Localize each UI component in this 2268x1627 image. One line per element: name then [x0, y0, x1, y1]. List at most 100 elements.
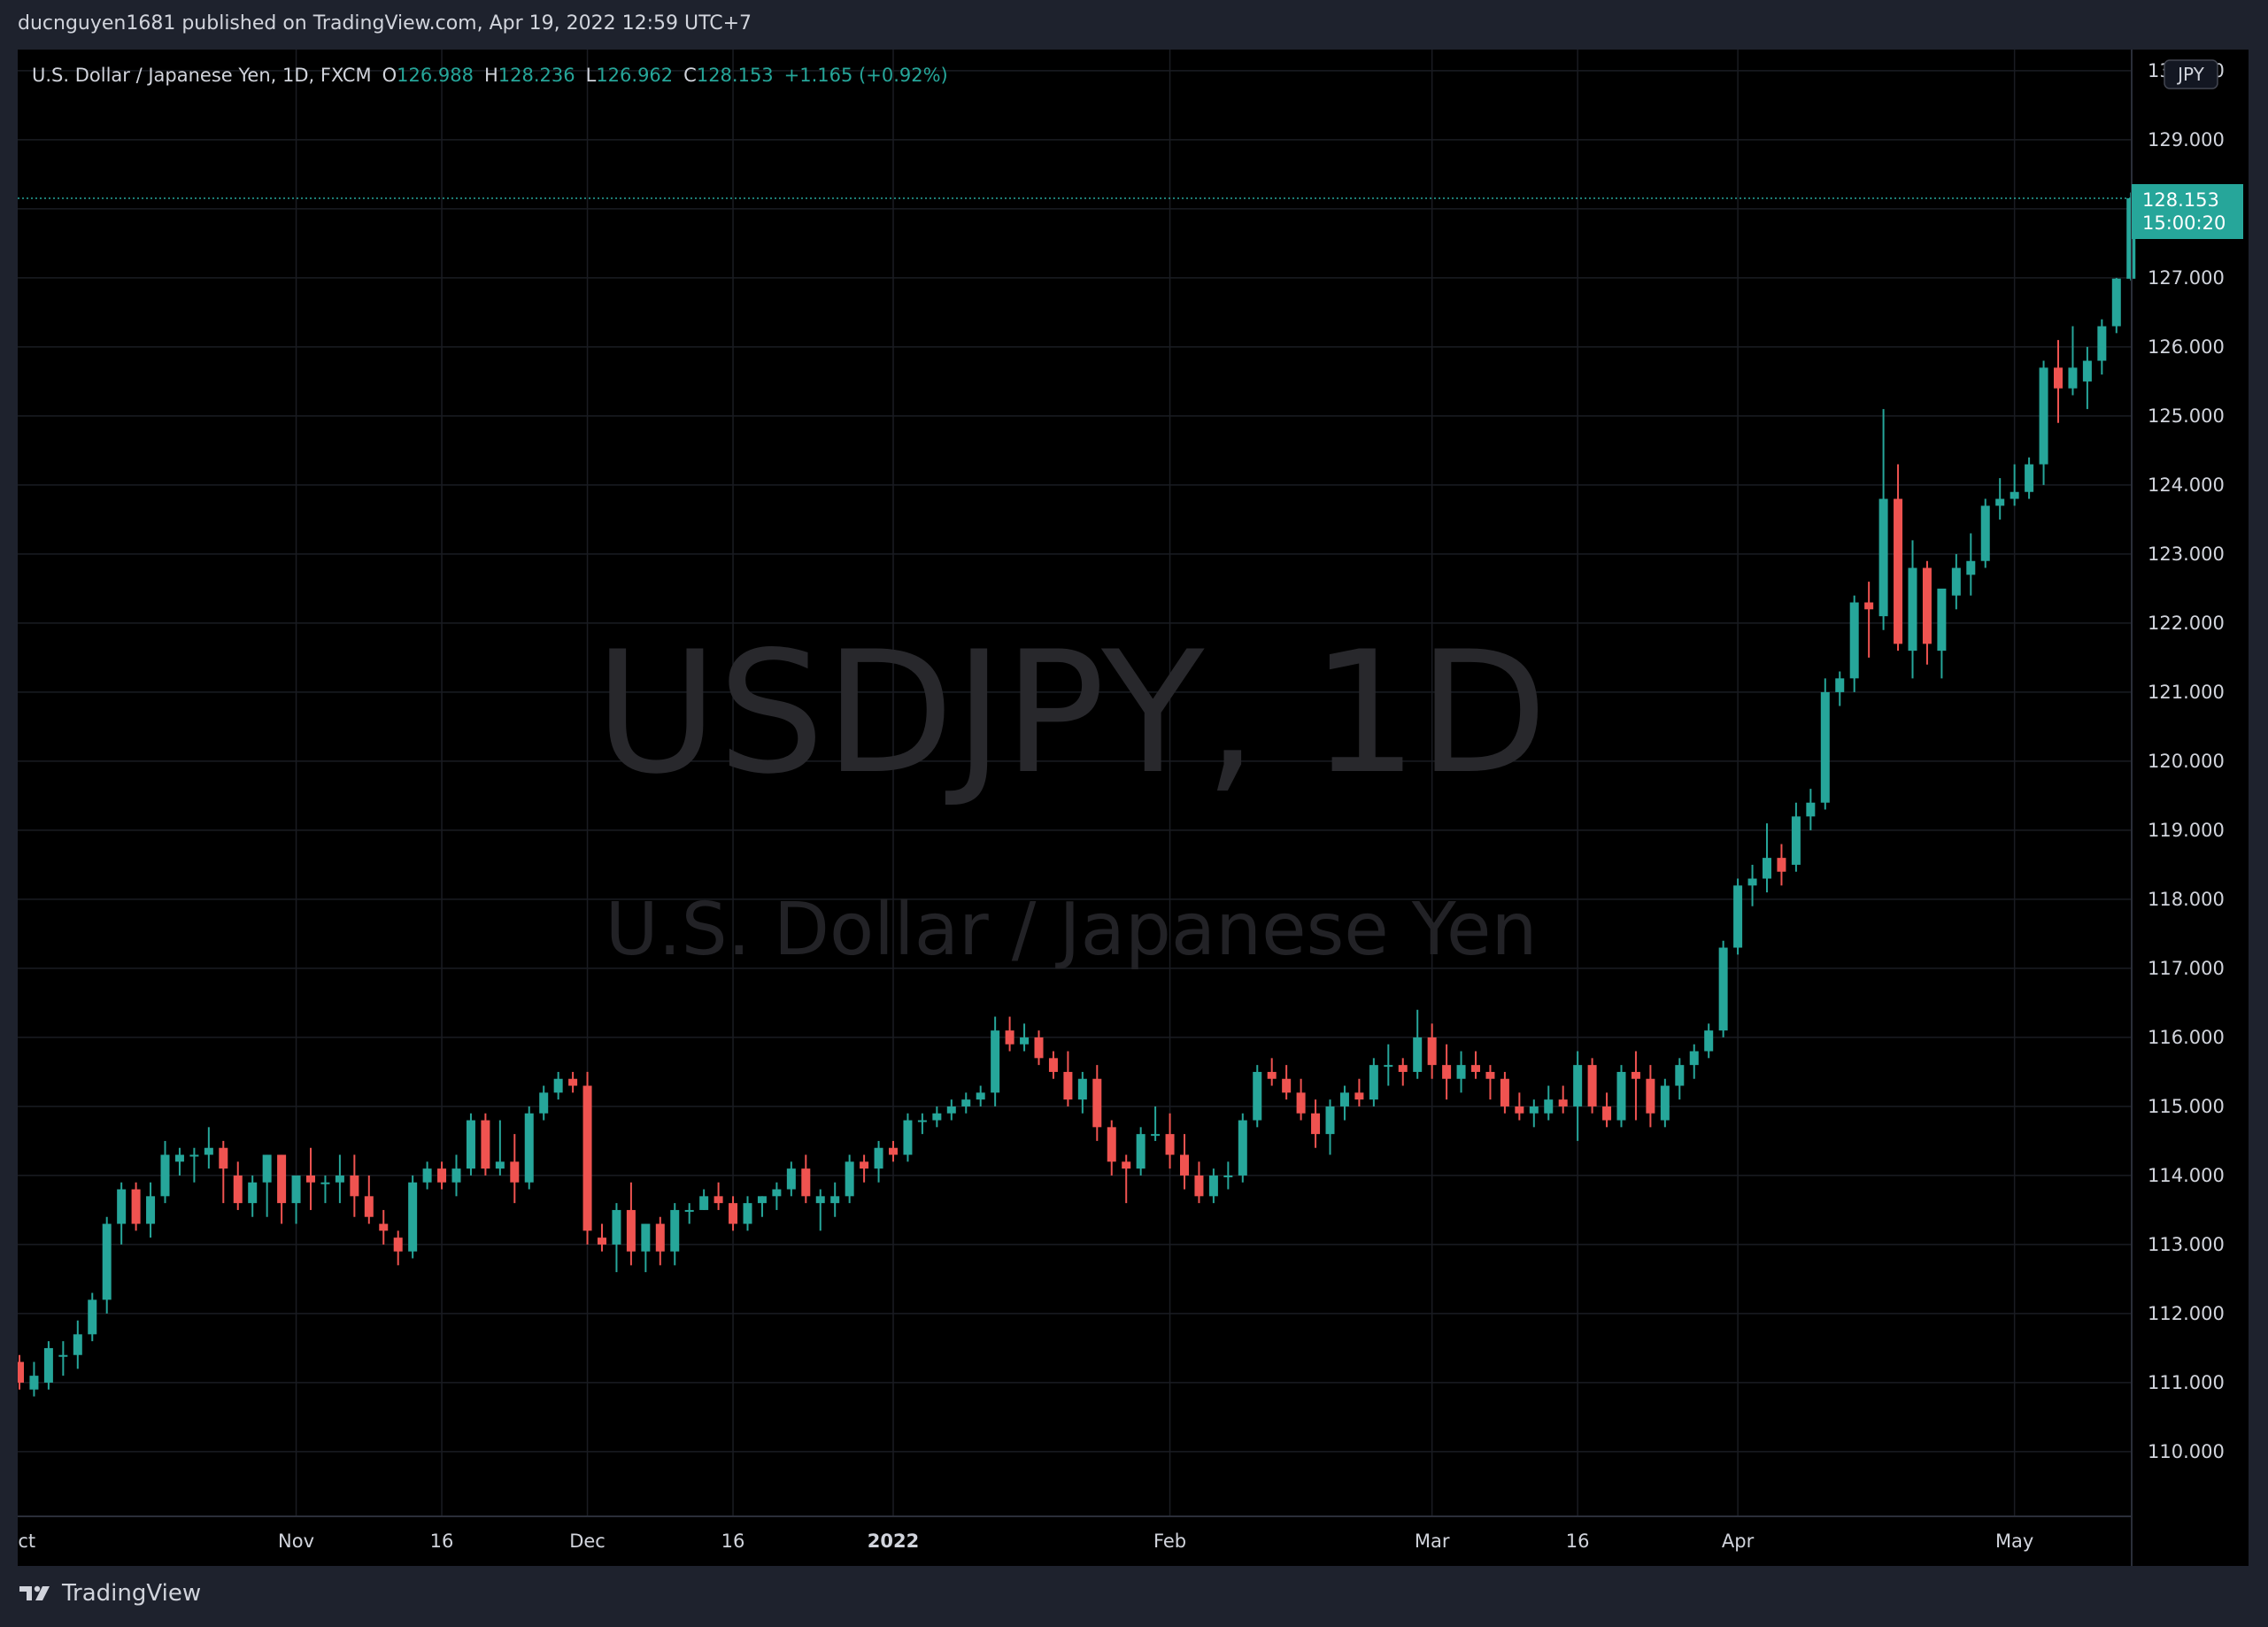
candle-body: [117, 1189, 127, 1224]
candle-body: [2097, 326, 2107, 361]
price-tick-label: 126.000: [2148, 336, 2225, 358]
candle-body: [1980, 505, 1990, 561]
legend-high-label: H: [484, 65, 498, 86]
candle-body: [1208, 1175, 1218, 1197]
candle-body: [1296, 1092, 1306, 1114]
candle-body: [58, 1354, 68, 1357]
price-tick-label: 119.000: [2148, 820, 2225, 841]
candle-body: [1253, 1071, 1262, 1121]
candle-body: [481, 1120, 490, 1169]
candle-body: [320, 1182, 330, 1184]
candle-body: [917, 1120, 927, 1122]
candle-body: [1908, 567, 1917, 652]
legend-symbol: U.S. Dollar / Japanese Yen, 1D, FXCM: [32, 65, 372, 86]
candle-body: [1369, 1065, 1378, 1100]
legend-close-label: C: [683, 65, 697, 86]
last-price-countdown: 15:00:20: [2142, 212, 2226, 234]
candle-body: [582, 1085, 592, 1231]
candle-body: [641, 1223, 651, 1252]
candle-body: [1311, 1113, 1321, 1135]
watermark-description: U.S. Dollar / Japanese Yen: [606, 888, 1538, 972]
candle-body: [189, 1154, 199, 1157]
last-price-value: 128.153: [2142, 189, 2219, 211]
brand-name: TradingView: [62, 1580, 202, 1607]
symbol-watermark: USDJPY, 1D U.S. Dollar / Japanese Yen: [595, 615, 1547, 972]
candle-body: [1602, 1106, 1612, 1121]
time-tick-label: Nov: [278, 1531, 314, 1552]
candle-body: [932, 1113, 942, 1121]
candle-body: [1063, 1071, 1073, 1100]
candle-body: [524, 1113, 534, 1183]
chart-frame[interactable]: USDJPY, 1D U.S. Dollar / Japanese Yen 11…: [18, 50, 2249, 1566]
candle-body: [408, 1182, 418, 1252]
legend-open-label: O: [382, 65, 397, 86]
candle-body: [1966, 560, 1976, 575]
candle-body: [655, 1223, 665, 1252]
candle-body: [174, 1154, 184, 1162]
candle-body: [1092, 1078, 1102, 1128]
candle-body: [1747, 878, 1757, 886]
candle-body: [2082, 360, 2092, 382]
candle-body: [1005, 1030, 1014, 1045]
legend-change: +1.165 (+0.92%): [784, 65, 948, 86]
price-tick-label: 116.000: [2148, 1027, 2225, 1048]
price-tick-label: 111.000: [2148, 1372, 2225, 1393]
tradingview-logo-icon: [19, 1585, 50, 1600]
candle-body: [1471, 1065, 1480, 1072]
candle-body: [1864, 602, 1874, 610]
candle-body: [860, 1161, 869, 1169]
candle-body: [102, 1223, 112, 1300]
candle-body: [961, 1099, 971, 1107]
time-axis[interactable]: Oct Nov 16 Dec 16 2022 Feb Mar 16 Apr May: [18, 1531, 2033, 1552]
candle-body: [1223, 1175, 1233, 1177]
candle-body: [1034, 1037, 1044, 1059]
candle-body: [1820, 691, 1830, 803]
price-axis[interactable]: 110.000 111.000 112.000 113.000 114.000 115.0…: [2148, 60, 2225, 1462]
tradingview-logo[interactable]: TradingView: [18, 1580, 201, 1607]
candle-body: [2068, 367, 2078, 389]
candle-body: [393, 1238, 403, 1252]
candle-body: [1180, 1154, 1189, 1176]
candle-body: [510, 1161, 520, 1183]
candle-body: [495, 1161, 505, 1169]
candle-body: [1558, 1099, 1568, 1107]
publisher-bar: ducnguyen1681 published on TradingView.c…: [0, 0, 2268, 50]
candle-body: [131, 1189, 141, 1224]
candlestick-chart[interactable]: USDJPY, 1D U.S. Dollar / Japanese Yen 11…: [18, 50, 2249, 1566]
candle-body: [437, 1168, 447, 1183]
currency-badge[interactable]: JPY: [2164, 59, 2218, 89]
candle-body: [262, 1154, 272, 1183]
candle-body: [1267, 1071, 1277, 1079]
candle-body: [684, 1209, 694, 1212]
price-tick-label: 121.000: [2148, 682, 2225, 703]
price-tick-label: 115.000: [2148, 1096, 2225, 1117]
candle-body: [1878, 498, 1888, 617]
candle-body: [786, 1168, 796, 1190]
candle-body: [1136, 1134, 1146, 1169]
candle-body: [670, 1209, 680, 1252]
candle-body: [1849, 602, 1859, 679]
candle-body: [976, 1092, 985, 1100]
price-tick-label: 120.000: [2148, 751, 2225, 772]
candle-body: [553, 1078, 563, 1093]
candle-body: [1384, 1065, 1393, 1068]
candle-body: [1442, 1065, 1452, 1079]
legend-high-value: 128.236: [498, 65, 575, 86]
candle-body: [1763, 858, 1771, 879]
candle-body: [1922, 567, 1932, 644]
candle-body: [1777, 858, 1786, 872]
candle-body: [1413, 1037, 1423, 1072]
candle-body: [350, 1175, 359, 1197]
time-tick-label: 2022: [868, 1531, 919, 1552]
watermark-symbol: USDJPY, 1D: [595, 615, 1547, 811]
candle-body: [1339, 1092, 1349, 1107]
candle-body: [1325, 1106, 1335, 1135]
price-tick-label: 112.000: [2148, 1303, 2225, 1324]
candle-body: [1529, 1106, 1539, 1114]
candle-body: [1835, 678, 1845, 692]
candle-body: [379, 1223, 389, 1231]
price-tick-label: 114.000: [2148, 1165, 2225, 1186]
time-tick-label: Oct: [18, 1531, 35, 1552]
legend-low-label: L: [586, 65, 597, 86]
price-tick-label: 118.000: [2148, 889, 2225, 910]
